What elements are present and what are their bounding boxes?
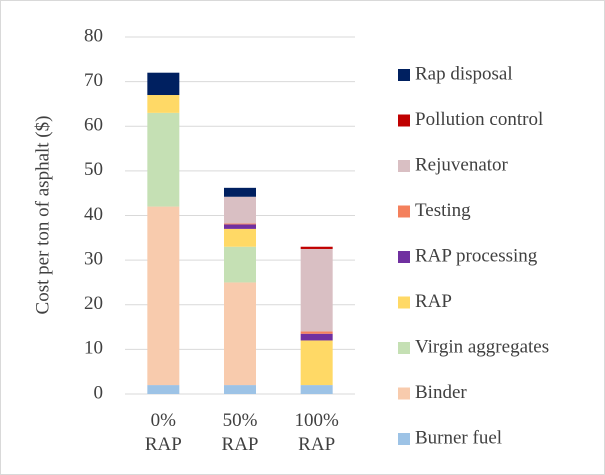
y-axis-label: Cost per ton of asphalt ($) xyxy=(32,116,53,315)
bar-segment xyxy=(147,112,180,207)
legend-swatch xyxy=(398,296,410,309)
y-tick-label: 60 xyxy=(84,115,103,136)
bar-segment xyxy=(147,385,180,394)
y-tick-label: 20 xyxy=(84,293,103,314)
bar-segment xyxy=(224,223,256,225)
legend-label: Rap disposal xyxy=(415,63,513,84)
bar-segment xyxy=(224,187,256,197)
bar-segment xyxy=(300,340,333,386)
bar-segment xyxy=(300,248,333,332)
y-tick-label: 30 xyxy=(84,248,103,269)
legend-label: Virgin aggregates xyxy=(415,336,549,357)
bar-segment xyxy=(224,196,256,224)
bar-segment xyxy=(147,95,180,113)
legend-label: Binder xyxy=(415,382,467,403)
legend-label: Pollution control xyxy=(415,109,543,130)
legend-swatch xyxy=(398,342,410,354)
bar-segment xyxy=(224,224,256,229)
bar-segment xyxy=(300,333,333,341)
bar-segment xyxy=(147,206,180,386)
y-tick-label: 80 xyxy=(84,25,103,46)
bar-segment xyxy=(224,385,256,394)
legend-label: RAP processing xyxy=(415,245,538,266)
legend-swatch xyxy=(398,387,410,400)
bar-segment xyxy=(224,246,256,283)
legend-swatch xyxy=(398,160,410,172)
bar-segment xyxy=(300,385,333,394)
legend-swatch xyxy=(398,251,410,263)
bar-segment xyxy=(300,331,333,334)
x-tick-label: 50% RAP xyxy=(222,410,259,455)
bar-segment xyxy=(224,228,256,247)
bar-segment xyxy=(224,282,256,386)
y-tick-label: 70 xyxy=(84,70,103,91)
bar-segment xyxy=(147,72,180,96)
y-tick-label: 10 xyxy=(84,338,103,359)
legend-label: Rejuvenator xyxy=(415,154,509,175)
legend-swatch xyxy=(398,114,410,127)
bar-segment xyxy=(300,246,333,249)
legend-label: RAP xyxy=(415,291,452,312)
legend-swatch xyxy=(398,205,410,218)
y-tick-label: 40 xyxy=(84,204,103,225)
y-tick-label: 50 xyxy=(84,159,103,180)
legend-label: Burner fuel xyxy=(415,427,502,448)
legend-label: Testing xyxy=(415,200,471,221)
y-tick-label: 0 xyxy=(94,382,104,403)
x-tick-label: 100% RAP xyxy=(295,410,340,455)
legend-swatch xyxy=(398,69,410,81)
x-tick-label: 0% RAP xyxy=(145,410,182,455)
legend-swatch xyxy=(398,433,410,445)
